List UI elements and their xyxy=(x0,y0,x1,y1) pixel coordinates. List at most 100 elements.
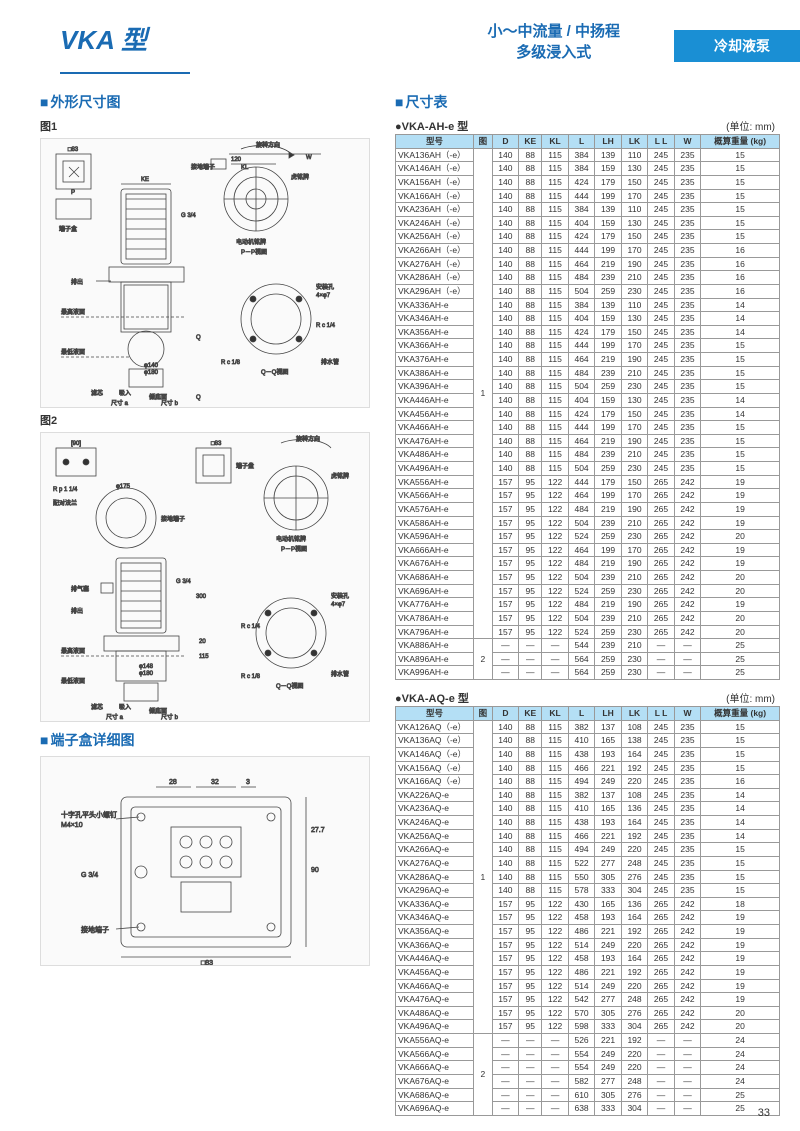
table-cell: 444 xyxy=(568,244,594,258)
table-cell: 122 xyxy=(542,993,568,1007)
table2-unit: (单位: mm) xyxy=(726,690,775,705)
svg-text:R c 1/4: R c 1/4 xyxy=(241,624,261,630)
table-cell: — xyxy=(674,1074,700,1088)
table-cell: 19 xyxy=(701,502,780,516)
table-cell: 245 xyxy=(648,162,674,176)
table-cell: 466 xyxy=(568,829,594,843)
table-cell: 245 xyxy=(648,747,674,761)
table-cell: — xyxy=(648,1061,674,1075)
table-cell: 245 xyxy=(648,230,674,244)
table-row: VKA146AQ（-e）1408811543819316424523515 xyxy=(396,747,780,761)
table-cell: VKA386AH-e xyxy=(396,366,474,380)
table-cell: 115 xyxy=(542,421,568,435)
table-cell: 404 xyxy=(568,216,594,230)
table-cell: 88 xyxy=(519,298,542,312)
table-row: VKA496AQ-e1579512259833330426524220 xyxy=(396,1020,780,1034)
table-cell: 410 xyxy=(568,734,594,748)
table-row: VKA896AH-e———564259230——25 xyxy=(396,652,780,666)
table-row: VKA336AQ-e1579512243016513626524218 xyxy=(396,897,780,911)
table-cell: VKA156AH（-e） xyxy=(396,175,474,189)
table-cell: — xyxy=(542,666,568,680)
svg-text:端子盘: 端子盘 xyxy=(236,462,254,470)
table-row: VKA696AH-e1579512252425923026524220 xyxy=(396,584,780,598)
table-cell: 235 xyxy=(674,802,700,816)
table-cell: 242 xyxy=(674,911,700,925)
svg-text:φ175: φ175 xyxy=(116,484,131,490)
svg-text:旋转方向: 旋转方向 xyxy=(256,141,280,149)
table-cell: 464 xyxy=(568,434,594,448)
table-cell: — xyxy=(519,1061,542,1075)
table-cell: 95 xyxy=(519,475,542,489)
svg-text:[90]: [90] xyxy=(71,441,81,447)
table-cell: 140 xyxy=(492,257,518,271)
table-cell: 140 xyxy=(492,720,518,734)
table-cell: 245 xyxy=(648,203,674,217)
table-cell: 122 xyxy=(542,938,568,952)
table-header: D xyxy=(492,707,518,721)
table-cell: 88 xyxy=(519,421,542,435)
table-cell: 235 xyxy=(674,162,700,176)
table-cell: 304 xyxy=(621,884,647,898)
table-cell: 140 xyxy=(492,175,518,189)
table-cell: 20 xyxy=(701,530,780,544)
right-column: 尺寸表 ●VKA-AH-e 型 (单位: mm) 型号图DKEKLLLHLKL … xyxy=(395,84,780,1116)
svg-text:□83: □83 xyxy=(68,147,79,153)
table-row: VKA276AQ-e1408811552227724824523515 xyxy=(396,856,780,870)
table-cell: 140 xyxy=(492,421,518,435)
table-cell: 265 xyxy=(648,557,674,571)
table-cell: 245 xyxy=(648,257,674,271)
table-cell: 522 xyxy=(568,856,594,870)
table-cell: 140 xyxy=(492,393,518,407)
table-cell: 88 xyxy=(519,366,542,380)
table-row: VKA566AQ-e———554249220——24 xyxy=(396,1047,780,1061)
table-cell: 170 xyxy=(621,421,647,435)
table-cell: 245 xyxy=(648,448,674,462)
table-cell: 95 xyxy=(519,502,542,516)
table-cell: 137 xyxy=(595,788,621,802)
table-cell: — xyxy=(674,1088,700,1102)
table-cell: 259 xyxy=(595,652,621,666)
table-cell: 235 xyxy=(674,148,700,162)
table-cell: 24 xyxy=(701,1061,780,1075)
table-cell: 14 xyxy=(701,298,780,312)
svg-text:尺寸 b: 尺寸 b xyxy=(161,399,179,407)
table-header: KL xyxy=(542,707,568,721)
table-cell: 159 xyxy=(595,216,621,230)
table-cell: 115 xyxy=(542,870,568,884)
table-cell: 88 xyxy=(519,203,542,217)
table-cell: 504 xyxy=(568,462,594,476)
section-dim-title: 尺寸表 xyxy=(395,92,780,112)
table1-header-row: ●VKA-AH-e 型 (单位: mm) xyxy=(395,118,780,134)
table-cell: 333 xyxy=(595,884,621,898)
table-cell: 18 xyxy=(701,897,780,911)
table-cell: 115 xyxy=(542,720,568,734)
svg-text:φ180: φ180 xyxy=(144,370,159,376)
table-cell: 88 xyxy=(519,788,542,802)
table-row: VKA296AH（-e）1408811550425923024523516 xyxy=(396,284,780,298)
table-cell: 444 xyxy=(568,421,594,435)
table-cell: VKA686AQ-e xyxy=(396,1088,474,1102)
table-cell: 157 xyxy=(492,543,518,557)
table-cell: 157 xyxy=(492,584,518,598)
table-cell: 95 xyxy=(519,489,542,503)
table-cell: 265 xyxy=(648,979,674,993)
table-cell: 305 xyxy=(595,1006,621,1020)
table-cell: 384 xyxy=(568,148,594,162)
table-cell: VKA346AH-e xyxy=(396,312,474,326)
table-cell: 239 xyxy=(595,611,621,625)
table-cell: VKA396AH-e xyxy=(396,380,474,394)
table-cell: 115 xyxy=(542,788,568,802)
table-cell: 88 xyxy=(519,747,542,761)
table-header: KL xyxy=(542,135,568,149)
table-row: VKA456AH-e1408811542417915024523514 xyxy=(396,407,780,421)
table-cell: 235 xyxy=(674,325,700,339)
svg-text:Q－Q视图: Q－Q视图 xyxy=(276,682,303,690)
table-cell: 265 xyxy=(648,489,674,503)
table-cell: 542 xyxy=(568,993,594,1007)
table-row: VKA146AH（-e）1408811538415913024523515 xyxy=(396,162,780,176)
table-cell: VKA256AH（-e） xyxy=(396,230,474,244)
svg-text:φ180: φ180 xyxy=(139,671,154,677)
table-cell: 122 xyxy=(542,543,568,557)
table-cell: 88 xyxy=(519,380,542,394)
table-row: VKA126AQ（-e）11408811538213710824523515 xyxy=(396,720,780,734)
